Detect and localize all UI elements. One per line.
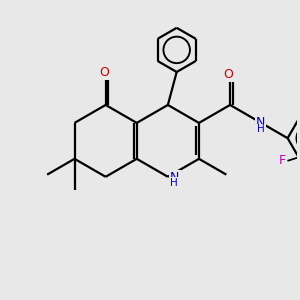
Text: N: N [170,171,180,184]
Text: H: H [170,178,178,188]
Text: O: O [99,66,109,79]
Text: O: O [224,68,233,81]
Text: H: H [257,124,265,134]
Text: F: F [279,154,286,167]
Text: N: N [256,116,265,129]
